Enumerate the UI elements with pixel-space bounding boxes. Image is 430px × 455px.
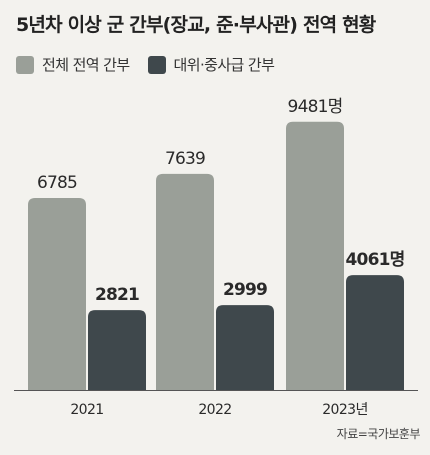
- legend-label-total: 전체 전역 간부: [42, 56, 130, 74]
- value-label-total-2: 9481명: [288, 97, 343, 117]
- value-label-total-0: 6785: [37, 173, 77, 193]
- category-label-0: 2021: [70, 402, 103, 418]
- category-label-2: 2023년: [322, 402, 368, 418]
- value-label-total-1: 7639: [165, 149, 205, 169]
- legend-item-total: 전체 전역 간부: [16, 54, 130, 75]
- value-label-officers-1: 2999: [223, 280, 267, 300]
- bar-officers-2: [346, 275, 404, 390]
- legend-label-officers: 대위·중사급 간부: [173, 56, 275, 74]
- chart-title: 5년차 이상 군 간부(장교, 준·부사관) 전역 현황: [16, 14, 376, 36]
- bar-total-1: [156, 173, 214, 390]
- category-label-1: 2022: [198, 402, 231, 418]
- legend-swatch-total: [16, 55, 34, 74]
- legend-swatch-officers: [147, 55, 166, 74]
- value-label-officers-0: 2821: [95, 285, 139, 305]
- bar-total-2: [286, 121, 344, 390]
- bar-total-0: [28, 198, 86, 390]
- bar-officers-0: [88, 310, 146, 390]
- source-note: 자료=국가보훈부: [336, 427, 421, 441]
- bar-officers-1: [216, 305, 274, 390]
- legend-item-officers: 대위·중사급 간부: [147, 54, 275, 75]
- legend: 전체 전역 간부 대위·중사급 간부: [16, 54, 292, 75]
- value-label-officers-2: 4061명: [346, 250, 405, 270]
